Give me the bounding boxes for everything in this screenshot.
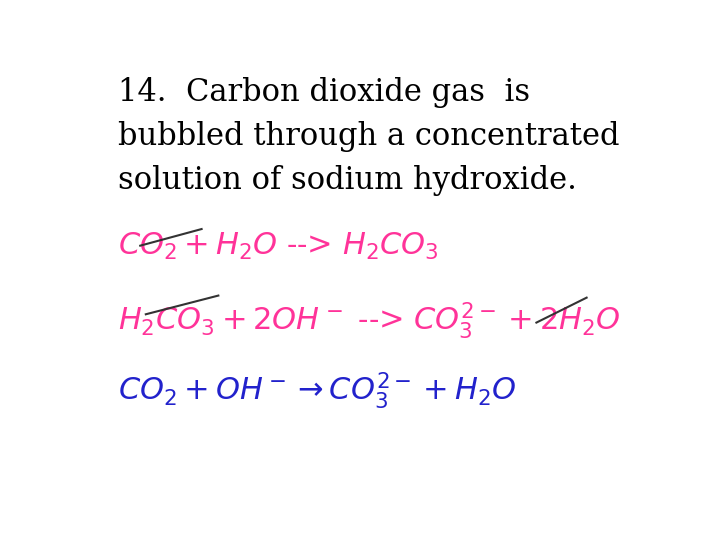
Text: solution of sodium hydroxide.: solution of sodium hydroxide. — [118, 165, 577, 195]
Text: $H_2CO_3 + 2OH^-$ --> $CO_3^{2-} + 2H_2O$: $H_2CO_3 + 2OH^-$ --> $CO_3^{2-} + 2H_2O… — [118, 300, 621, 341]
Text: bubbled through a concentrated: bubbled through a concentrated — [118, 121, 619, 152]
Text: $CO_2 + OH^- \rightarrow CO_3^{2-} + H_2O$: $CO_2 + OH^- \rightarrow CO_3^{2-} + H_2… — [118, 370, 516, 411]
Text: 14.  Carbon dioxide gas  is: 14. Carbon dioxide gas is — [118, 77, 530, 109]
Text: $CO_2 + H_2O$ --> $H_2CO_3$: $CO_2 + H_2O$ --> $H_2CO_3$ — [118, 231, 438, 262]
